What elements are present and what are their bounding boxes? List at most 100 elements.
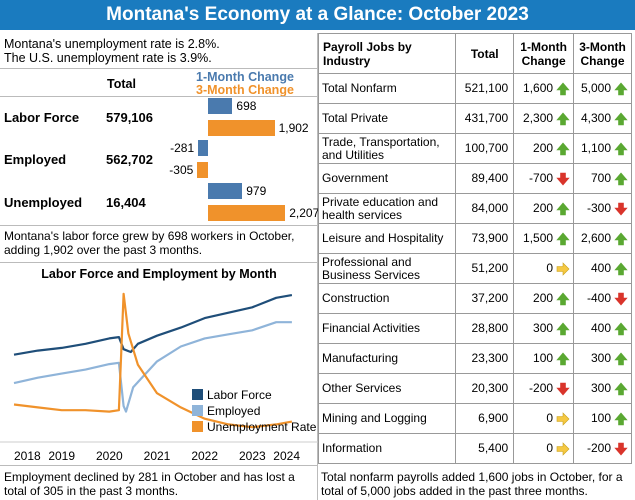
compare-row-total: 562,702 <box>106 152 153 167</box>
three-month-change: -200 <box>573 433 632 464</box>
industry-total: 84,000 <box>455 193 515 224</box>
one-month-value: -200 <box>529 380 554 395</box>
one-month-value: 0 <box>546 260 554 275</box>
industry-name: Other Services <box>317 373 457 404</box>
compare-row-total: 16,404 <box>106 195 146 210</box>
x-tick-label: 2024 <box>273 449 300 463</box>
divider <box>0 262 318 263</box>
industry-total: 431,700 <box>455 103 515 134</box>
arrow-up-icon <box>556 292 570 305</box>
right-panel: Payroll Jobs by Industry Total 1-Month C… <box>317 33 635 500</box>
payroll-table: Payroll Jobs by Industry Total 1-Month C… <box>317 33 632 464</box>
industry-name: Information <box>317 433 457 464</box>
industry-name: Private education and health services <box>317 193 457 224</box>
legend-swatch <box>192 421 203 432</box>
arrow-right-icon <box>556 261 570 276</box>
one-month-value: 200 <box>533 140 554 155</box>
arrow-up-icon <box>614 352 628 365</box>
payroll-row: Financial Activities 28,800 300 400 <box>317 313 632 344</box>
industry-name: Financial Activities <box>317 313 457 344</box>
industry-name: Manufacturing <box>317 343 457 374</box>
one-month-change: 2,300 <box>513 103 575 134</box>
payroll-row: Mining and Logging 6,900 0 100 <box>317 403 632 434</box>
industry-total: 20,300 <box>455 373 515 404</box>
one-month-change: 200 <box>513 133 575 164</box>
industry-total: 6,900 <box>455 403 515 434</box>
one-month-value: 0 <box>546 410 554 425</box>
three-month-value: 300 <box>590 350 611 365</box>
payroll-row: Private education and health services 84,… <box>317 193 632 224</box>
legend-3-month: 3-Month Change <box>196 83 294 97</box>
three-month-value: 5,000 <box>580 80 611 95</box>
payroll-row: Total Private 431,700 2,300 4,300 <box>317 103 632 134</box>
bar-1-month <box>208 183 243 199</box>
arrow-up-icon <box>614 142 628 155</box>
arrow-down-icon <box>614 292 628 305</box>
legend-label: Employed <box>207 404 260 418</box>
arrow-right-icon <box>556 441 570 456</box>
three-month-change: 1,100 <box>573 133 632 164</box>
total-header: Total <box>455 33 515 74</box>
bar-3-month-label: -305 <box>169 163 194 177</box>
arrow-up-icon <box>556 232 570 245</box>
three-month-value: -300 <box>586 200 611 215</box>
industry-name: Mining and Logging <box>317 403 457 434</box>
one-month-value: 200 <box>533 290 554 305</box>
mt-unemployment-text: Montana's unemployment rate is 2.8%. <box>4 37 220 51</box>
bar-1-month <box>198 140 208 156</box>
three-month-value: -200 <box>586 440 611 455</box>
arrow-down-icon <box>614 202 628 215</box>
arrow-up-icon <box>614 232 628 245</box>
bar-3-month <box>197 162 208 178</box>
arrow-up-icon <box>556 112 570 125</box>
three-month-value: -400 <box>586 290 611 305</box>
three-month-change: 4,300 <box>573 103 632 134</box>
three-month-value: 300 <box>590 380 611 395</box>
arrow-up-icon <box>614 262 628 275</box>
three-month-value: 2,600 <box>580 230 611 245</box>
one-month-change: -200 <box>513 373 575 404</box>
one-month-value: 200 <box>533 200 554 215</box>
three-month-change: 300 <box>573 373 632 404</box>
arrow-up-icon <box>614 112 628 125</box>
compare-row-label: Employed <box>4 152 67 167</box>
divider <box>0 68 318 69</box>
industry-name: Total Private <box>317 103 457 134</box>
one-month-change: 200 <box>513 193 575 224</box>
industry-total: 28,800 <box>455 313 515 344</box>
legend-label: Labor Force <box>207 388 272 402</box>
payroll-row: Trade, Transportation, and Utilities 100,… <box>317 133 632 164</box>
arrow-down-icon <box>614 442 628 455</box>
legend-swatch <box>192 405 203 416</box>
payroll-header-row: Payroll Jobs by Industry Total 1-Month C… <box>317 33 632 74</box>
three-month-value: 400 <box>590 320 611 335</box>
three-month-change: -400 <box>573 283 632 314</box>
three-month-value: 100 <box>590 410 611 425</box>
three-month-value: 4,300 <box>580 110 611 125</box>
one-month-value: 300 <box>533 320 554 335</box>
industry-name: Leisure and Hospitality <box>317 223 457 254</box>
payroll-row: Professional and Business Services 51,200… <box>317 253 632 284</box>
three-month-change: 100 <box>573 403 632 434</box>
payroll-row: Leisure and Hospitality 73,900 1,500 2,600 <box>317 223 632 254</box>
three-month-change: 400 <box>573 313 632 344</box>
divider <box>0 225 318 226</box>
bar-1-month <box>208 98 233 114</box>
arrow-right-icon <box>556 411 570 426</box>
arrow-up-icon <box>556 142 570 155</box>
divider <box>0 465 318 466</box>
payroll-row: Government 89,400 -700 700 <box>317 163 632 194</box>
arrow-up-icon <box>614 322 628 335</box>
one-month-change: 0 <box>513 403 575 434</box>
one-month-change: 100 <box>513 343 575 374</box>
payroll-row: Information 5,400 0 -200 <box>317 433 632 464</box>
one-month-value: 2,300 <box>523 110 554 125</box>
three-month-change: 300 <box>573 343 632 374</box>
bar-3-month-label: 1,902 <box>278 121 309 135</box>
left-panel: Montana's unemployment rate is 2.8%. The… <box>0 33 319 500</box>
arrow-up-icon <box>614 412 628 425</box>
compare-row-label: Unemployed <box>4 195 83 210</box>
bar-3-month <box>208 205 286 221</box>
one-month-header: 1-Month Change <box>513 33 575 74</box>
arrow-up-icon <box>614 82 628 95</box>
